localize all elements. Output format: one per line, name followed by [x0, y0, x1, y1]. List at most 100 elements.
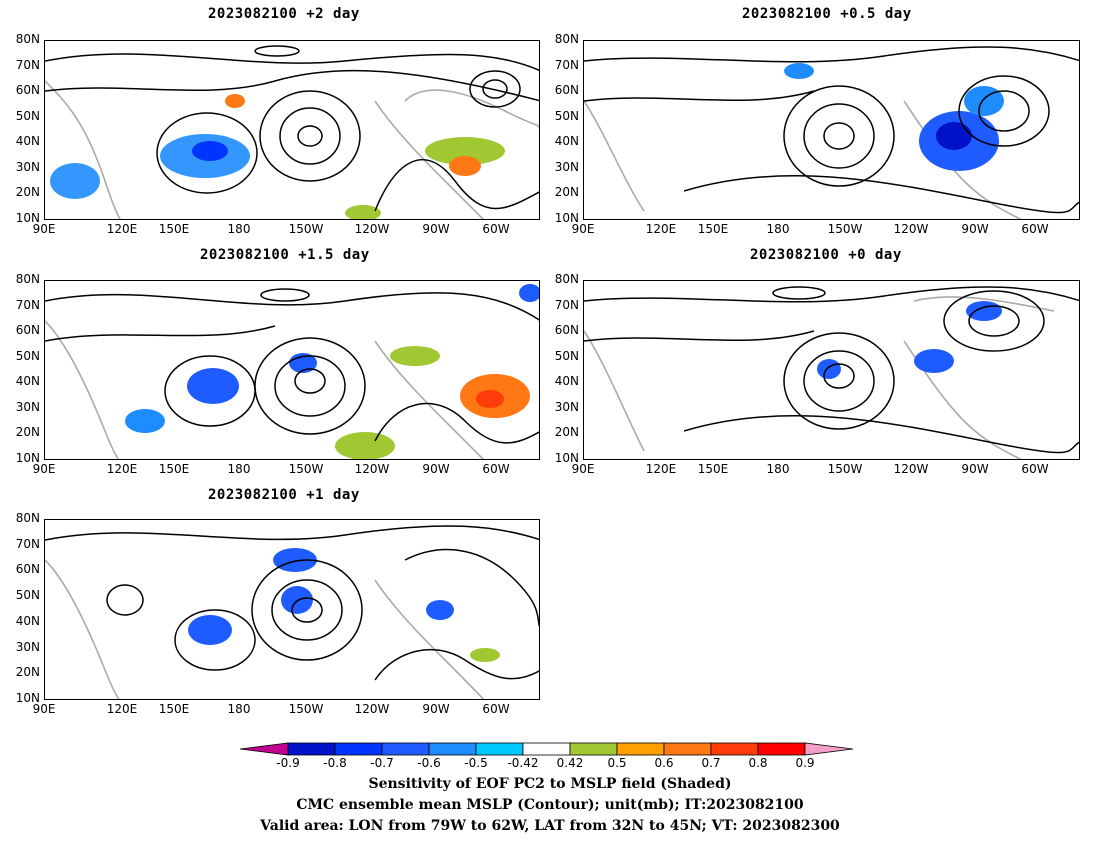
lat-label: 50N [15, 588, 40, 603]
lat-label: 40N [15, 374, 40, 389]
lat-label: 80N [15, 272, 40, 286]
lat-label: 40N [554, 134, 579, 149]
lon-label: 90E [32, 222, 56, 236]
colorbar-tick-label: 0.7 [701, 756, 721, 770]
colorbar [240, 742, 854, 756]
colorbar-tick-label: 0.42 [556, 756, 584, 770]
colorbar-swatch [475, 742, 524, 756]
lat-label: 80N [15, 32, 40, 46]
lat-label: 60N [15, 323, 40, 338]
colorbar-tick-label: 0.8 [748, 756, 768, 770]
lon-label: 150E [697, 462, 729, 476]
lat-label: 20N [15, 185, 40, 200]
map-frame [583, 280, 1080, 460]
lon-label: 150W [288, 222, 324, 236]
lon-label: 90E [32, 462, 56, 476]
colorbar-tick-label: -0.9 [276, 756, 300, 770]
lat-label: 20N [554, 185, 579, 200]
lon-label: 150E [158, 462, 190, 476]
lat-label: 20N [15, 665, 40, 680]
lat-label: 80N [554, 272, 579, 286]
lat-label: 40N [15, 134, 40, 149]
lon-label: 150E [158, 222, 190, 236]
colorbar-low-triangle [240, 742, 289, 756]
lat-label: 60N [15, 562, 40, 577]
lon-label: 120E [645, 222, 677, 236]
map-plot [45, 284, 539, 459]
colorbar-tick-label: 0.5 [607, 756, 627, 770]
lat-label: 30N [554, 399, 579, 414]
lat-label: 60N [15, 83, 40, 98]
lon-label: 180 [227, 462, 251, 476]
lat-label: 10N [15, 451, 40, 465]
colorbar-swatch [334, 742, 383, 756]
lon-label: 90E [32, 702, 56, 716]
map-frame [44, 40, 540, 220]
colorbar-tick-label: 0.9 [795, 756, 815, 770]
lat-label: 50N [554, 348, 579, 363]
colorbar-tick-label: 0.6 [654, 756, 674, 770]
colorbar-tick-label: -0.6 [417, 756, 441, 770]
map-frame [44, 519, 540, 700]
colorbar-swatch [757, 742, 806, 756]
lat-label: 80N [15, 511, 40, 525]
lon-label: 90W [422, 222, 450, 236]
lat-label: 40N [554, 374, 579, 389]
lon-label: 150W [827, 222, 863, 236]
colorbar-swatch [569, 742, 618, 756]
lon-label: 150W [288, 702, 324, 716]
lat-label: 30N [554, 159, 579, 174]
lon-label: 120W [893, 222, 929, 236]
colorbar-high-triangle [804, 742, 854, 756]
lat-label: 70N [15, 297, 40, 312]
lon-label: 90W [422, 462, 450, 476]
lon-label: 150W [288, 462, 324, 476]
lon-label: 120E [106, 222, 138, 236]
map-plot [45, 525, 539, 699]
lat-label: 10N [15, 211, 40, 225]
lon-label: 120E [645, 462, 677, 476]
lat-label: 80N [554, 32, 579, 46]
lat-label: 20N [15, 425, 40, 440]
map-plot [45, 45, 539, 219]
colorbar-swatch [381, 742, 430, 756]
lon-label: 90E [571, 462, 595, 476]
lon-label: 120W [893, 462, 929, 476]
lon-label: 90W [961, 222, 989, 236]
lon-label: 60W [482, 222, 510, 236]
lat-label: 50N [15, 348, 40, 363]
colorbar-tick-label: -0.5 [464, 756, 488, 770]
lat-label: 10N [554, 211, 579, 225]
colorbar-tick-label: -0.42 [507, 756, 539, 770]
lon-label: 120E [106, 462, 138, 476]
lon-label: 180 [766, 222, 790, 236]
map-plot [584, 286, 1079, 459]
panel-title: 2023082100 +0.5 day [742, 6, 912, 22]
lat-label: 70N [554, 297, 579, 312]
lon-label: 150E [158, 702, 190, 716]
lon-label: 120W [354, 222, 390, 236]
lon-label: 180 [227, 702, 251, 716]
panel-title: 2023082100 +1 day [208, 487, 360, 503]
colorbar-tick-label: -0.8 [323, 756, 347, 770]
lat-label: 10N [554, 451, 579, 465]
lon-label: 60W [1021, 462, 1049, 476]
colorbar-swatch [428, 742, 477, 756]
lon-label: 60W [482, 462, 510, 476]
lon-label: 90W [961, 462, 989, 476]
map-plot [584, 46, 1079, 219]
colorbar-swatch [616, 742, 665, 756]
lat-label: 70N [15, 57, 40, 72]
colorbar-tick-label: -0.7 [370, 756, 394, 770]
lat-label: 20N [554, 425, 579, 440]
lon-label: 120W [354, 462, 390, 476]
lat-label: 30N [15, 399, 40, 414]
lat-label: 40N [15, 613, 40, 628]
lon-label: 60W [482, 702, 510, 716]
lon-label: 90E [571, 222, 595, 236]
lat-label: 30N [15, 639, 40, 654]
caption-line-1: Sensitivity of EOF PC2 to MSLP field (Sh… [368, 776, 732, 792]
lat-label: 70N [15, 536, 40, 551]
lon-label: 180 [227, 222, 251, 236]
panel-title: 2023082100 +2 day [208, 6, 360, 22]
